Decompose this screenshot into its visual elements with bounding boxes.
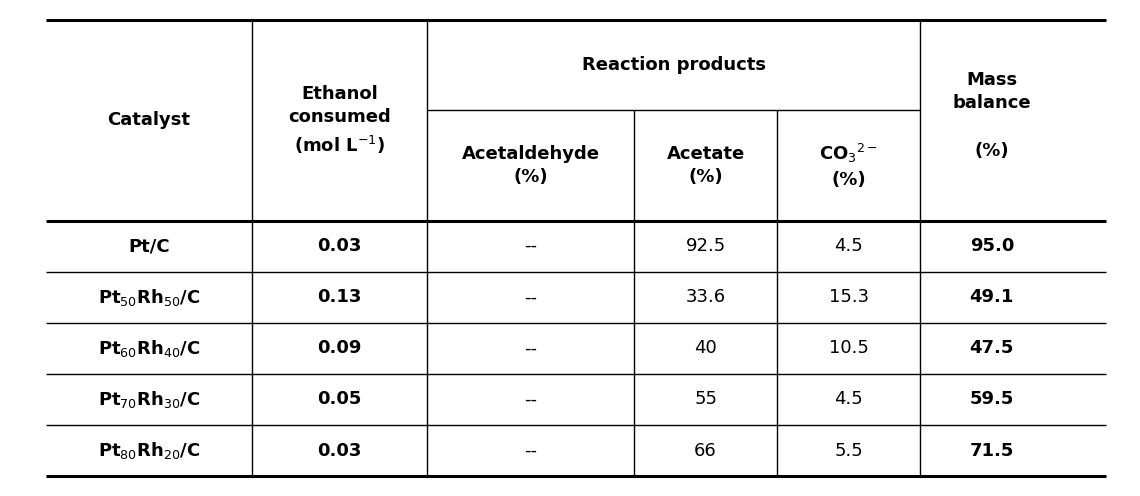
Text: --: -- bbox=[524, 288, 537, 307]
Text: Mass
balance

(%): Mass balance (%) bbox=[953, 71, 1032, 160]
Text: Catalyst: Catalyst bbox=[107, 111, 190, 129]
Text: --: -- bbox=[524, 390, 537, 409]
Text: 0.03: 0.03 bbox=[318, 441, 363, 460]
Text: 0.13: 0.13 bbox=[318, 288, 363, 307]
Text: --: -- bbox=[524, 339, 537, 358]
Text: --: -- bbox=[524, 441, 537, 460]
Text: 10.5: 10.5 bbox=[829, 339, 869, 358]
Text: 59.5: 59.5 bbox=[970, 390, 1013, 409]
Text: Pt$_{50}$Rh$_{50}$/C: Pt$_{50}$Rh$_{50}$/C bbox=[98, 287, 201, 308]
Text: 4.5: 4.5 bbox=[834, 237, 863, 255]
Text: 66: 66 bbox=[694, 441, 717, 460]
Text: Acetaldehyde
(%): Acetaldehyde (%) bbox=[462, 145, 600, 186]
Text: Ethanol
consumed
(mol L$^{-1}$): Ethanol consumed (mol L$^{-1}$) bbox=[288, 85, 391, 156]
Text: 0.05: 0.05 bbox=[318, 390, 363, 409]
Text: Reaction products: Reaction products bbox=[581, 56, 766, 74]
Text: 71.5: 71.5 bbox=[970, 441, 1013, 460]
Text: 0.09: 0.09 bbox=[318, 339, 363, 358]
Text: 55: 55 bbox=[694, 390, 717, 409]
Text: Acetate
(%): Acetate (%) bbox=[667, 145, 744, 186]
Text: 33.6: 33.6 bbox=[685, 288, 726, 307]
Text: Pt$_{80}$Rh$_{20}$/C: Pt$_{80}$Rh$_{20}$/C bbox=[98, 440, 201, 461]
Text: 15.3: 15.3 bbox=[829, 288, 869, 307]
Text: Pt$_{60}$Rh$_{40}$/C: Pt$_{60}$Rh$_{40}$/C bbox=[98, 338, 201, 359]
Text: 92.5: 92.5 bbox=[685, 237, 726, 255]
Text: CO$_3$$^{2-}$
(%): CO$_3$$^{2-}$ (%) bbox=[820, 142, 878, 189]
Text: Pt/C: Pt/C bbox=[128, 237, 170, 255]
Text: 40: 40 bbox=[694, 339, 717, 358]
Text: 49.1: 49.1 bbox=[970, 288, 1013, 307]
Text: --: -- bbox=[524, 237, 537, 255]
Text: 4.5: 4.5 bbox=[834, 390, 863, 409]
Text: 0.03: 0.03 bbox=[318, 237, 363, 255]
Text: 5.5: 5.5 bbox=[834, 441, 863, 460]
Text: 95.0: 95.0 bbox=[970, 237, 1013, 255]
Text: Pt$_{70}$Rh$_{30}$/C: Pt$_{70}$Rh$_{30}$/C bbox=[98, 389, 201, 410]
Text: 47.5: 47.5 bbox=[970, 339, 1013, 358]
